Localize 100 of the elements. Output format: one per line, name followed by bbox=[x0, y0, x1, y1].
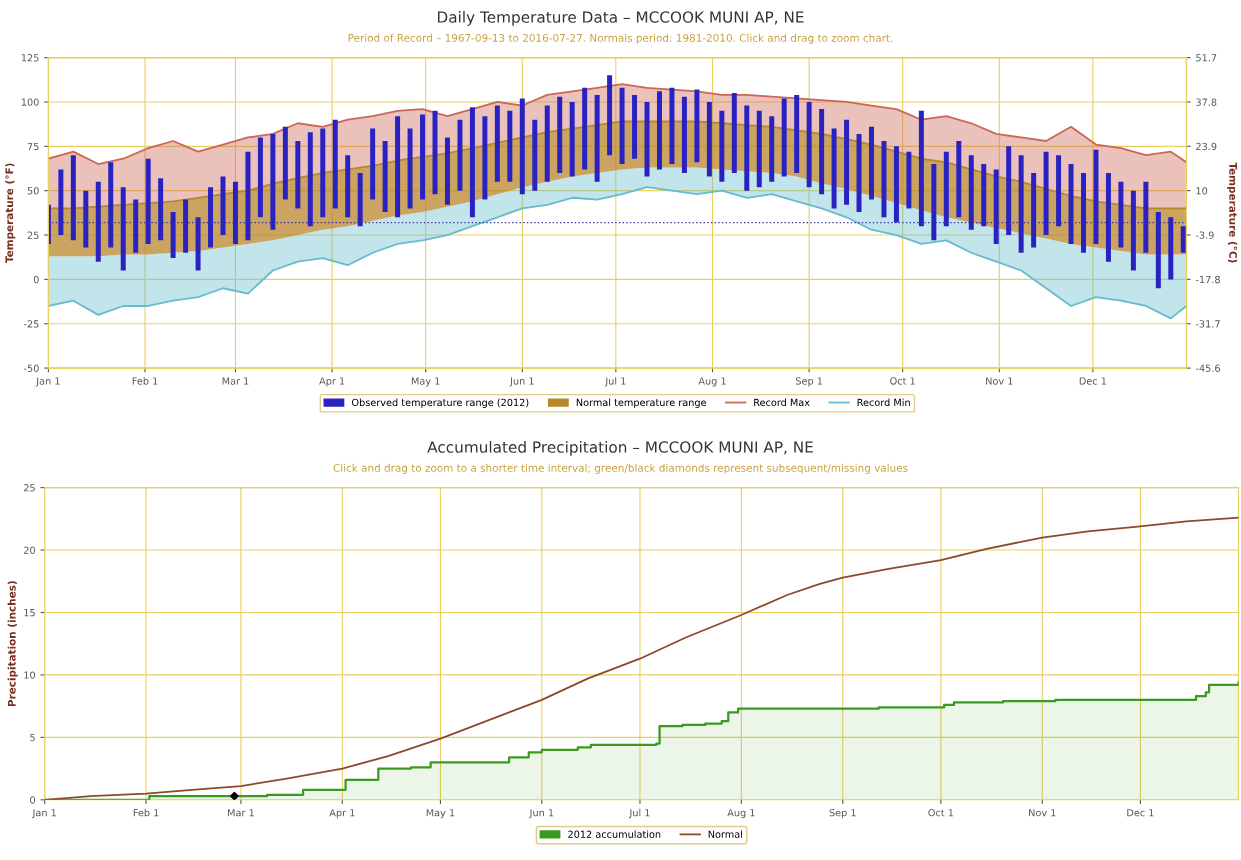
y-tick-label: 75 bbox=[27, 142, 39, 151]
y2-tick-label: -17.8 bbox=[1195, 275, 1220, 284]
y2-tick-label: 23.9 bbox=[1196, 142, 1217, 151]
bar bbox=[1081, 172, 1086, 253]
bar bbox=[257, 137, 263, 218]
bar bbox=[943, 151, 949, 227]
y-tick-label: -50 bbox=[23, 364, 39, 372]
bar bbox=[706, 101, 712, 177]
bar bbox=[607, 75, 613, 156]
bar bbox=[444, 137, 450, 205]
legend-label: Record Max bbox=[754, 398, 810, 407]
chart-title: Accumulated Precipitation – MCCOOK MUNI AP, NE bbox=[427, 441, 813, 456]
y-tick-label: 125 bbox=[21, 54, 39, 62]
bar bbox=[120, 187, 126, 271]
bar bbox=[981, 164, 987, 227]
y-tick-label: 0 bbox=[33, 275, 39, 284]
legend-label: Observed temperature range (2012) bbox=[351, 398, 529, 408]
y-tick-label: 20 bbox=[23, 546, 35, 554]
bar bbox=[594, 94, 600, 182]
x-tick-label: Feb 1 bbox=[132, 377, 158, 385]
x-tick-label: May 1 bbox=[411, 377, 440, 387]
x-tick-label: Jun 1 bbox=[509, 377, 534, 387]
bar bbox=[519, 98, 525, 195]
y-axis-title: Precipitation (inches) bbox=[7, 581, 18, 707]
bar bbox=[295, 141, 301, 209]
bar bbox=[781, 98, 787, 177]
bar bbox=[1118, 181, 1124, 248]
bar bbox=[357, 172, 363, 227]
bar bbox=[320, 128, 326, 218]
bar bbox=[681, 96, 687, 173]
y2-tick-label: 37.8 bbox=[1196, 98, 1217, 106]
y-tick-label: 5 bbox=[30, 733, 35, 742]
bar bbox=[819, 109, 825, 195]
bar bbox=[407, 128, 413, 209]
bar bbox=[744, 105, 750, 191]
bar bbox=[70, 155, 76, 241]
x-tick-label: Sep 1 bbox=[795, 377, 823, 387]
bar bbox=[345, 155, 351, 218]
bar bbox=[457, 119, 463, 191]
x-tick-label: Dec 1 bbox=[1127, 809, 1154, 817]
bar bbox=[1168, 217, 1174, 280]
bar bbox=[769, 116, 775, 182]
bar bbox=[270, 133, 276, 230]
bar bbox=[1093, 149, 1099, 244]
x-tick-label: Jul 1 bbox=[604, 377, 626, 387]
bar bbox=[145, 158, 151, 244]
legend-label: 2012 accumulation bbox=[568, 830, 661, 838]
bar bbox=[956, 141, 962, 218]
legend-label: Record Min bbox=[857, 398, 910, 407]
x-tick-label: Mar 1 bbox=[228, 809, 254, 817]
bar bbox=[582, 87, 588, 170]
y-tick-label: 10 bbox=[24, 671, 35, 679]
bar bbox=[856, 133, 862, 212]
bar bbox=[731, 93, 737, 173]
bar bbox=[806, 101, 812, 188]
bar bbox=[1018, 155, 1024, 253]
y2-axis-title: Temperature (°C) bbox=[1227, 162, 1238, 263]
bar bbox=[382, 141, 388, 212]
x-tick-label: Dec 1 bbox=[1079, 377, 1107, 385]
bar bbox=[831, 128, 837, 209]
bar bbox=[432, 110, 438, 195]
bar bbox=[893, 146, 899, 223]
y-tick-label: 25 bbox=[23, 484, 35, 492]
bar bbox=[208, 187, 214, 248]
bar bbox=[1143, 181, 1149, 253]
bar bbox=[931, 164, 937, 241]
bar bbox=[58, 169, 64, 236]
bar bbox=[83, 190, 89, 248]
bar bbox=[918, 110, 924, 227]
bar bbox=[644, 101, 650, 177]
bar bbox=[993, 169, 999, 244]
bar bbox=[245, 151, 251, 241]
bar bbox=[532, 119, 538, 191]
x-tick-label: Oct 1 bbox=[890, 377, 915, 385]
x-tick-label: Nov 1 bbox=[986, 377, 1013, 385]
bar bbox=[469, 107, 475, 218]
y2-tick-label: 51.7 bbox=[1196, 54, 1217, 62]
bar bbox=[869, 126, 874, 200]
bar bbox=[232, 181, 238, 244]
x-tick-label: Apr 1 bbox=[329, 809, 355, 819]
y2-tick-label: -45.6 bbox=[1195, 364, 1220, 372]
bar bbox=[632, 94, 638, 159]
bar bbox=[756, 110, 762, 188]
legend-label: Normal bbox=[708, 830, 742, 838]
y-tick-label: -25 bbox=[23, 320, 39, 328]
x-tick-label: Aug 1 bbox=[727, 809, 755, 819]
chart-subtitle: Click and drag to zoom to a shorter time interval; green/black diamonds represent subsequent/missing values bbox=[333, 463, 908, 474]
bar bbox=[656, 91, 662, 170]
bar bbox=[1031, 172, 1037, 248]
x-tick-label: Oct 1 bbox=[928, 809, 954, 817]
bar bbox=[482, 116, 488, 200]
x-tick-label: Nov 1 bbox=[1029, 809, 1056, 817]
x-tick-label: Jan 1 bbox=[32, 809, 56, 819]
bar bbox=[968, 155, 974, 230]
bar bbox=[370, 128, 376, 200]
x-tick-label: Jan 1 bbox=[35, 377, 60, 387]
y-tick-label: 0 bbox=[30, 796, 35, 804]
bar bbox=[844, 119, 850, 205]
bar bbox=[95, 181, 101, 262]
y-tick-label: 25 bbox=[27, 231, 39, 239]
